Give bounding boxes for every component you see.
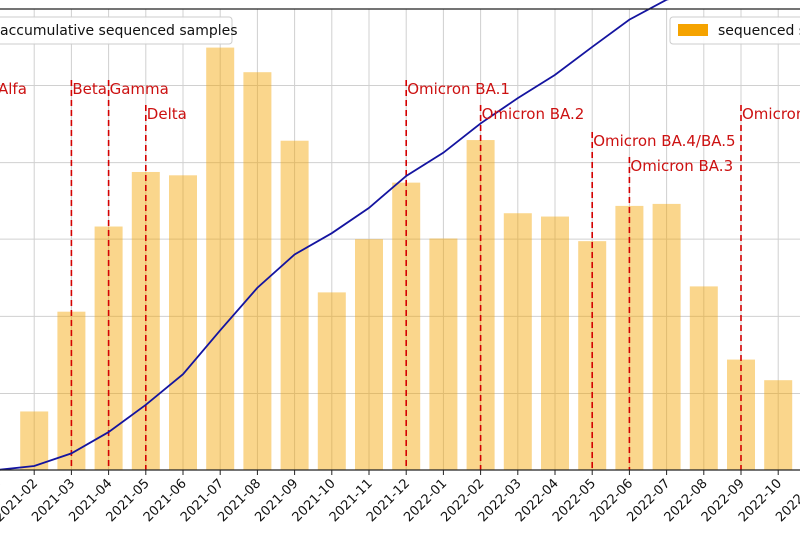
bar — [764, 380, 793, 470]
legend-label-bars: sequenced samples — [718, 23, 800, 39]
variant-label: Delta — [147, 105, 187, 123]
bar — [355, 239, 383, 470]
bar — [243, 72, 272, 470]
bar — [206, 47, 235, 470]
variant-label: Alfa — [0, 80, 27, 98]
variant-label: Omicron BA.1 — [407, 80, 510, 98]
bar — [689, 286, 718, 470]
bar — [169, 175, 197, 471]
variant-label: Beta — [72, 80, 107, 98]
bar — [429, 238, 458, 470]
bar — [503, 213, 532, 470]
bar — [280, 140, 309, 470]
legend-box-right — [669, 16, 800, 45]
bar — [652, 203, 681, 471]
legend-swatch-bars — [678, 24, 708, 36]
legend-box-left — [0, 16, 233, 45]
legend-label-cumulative: accumulative sequenced samples — [0, 23, 238, 39]
variant-label: Omicron BA.2 — [482, 105, 585, 123]
variant-label: Gamma — [110, 80, 169, 98]
variant-label: Omicron BA.3 — [630, 157, 733, 175]
bar — [317, 292, 346, 470]
bar — [541, 216, 569, 470]
bar — [20, 411, 49, 470]
variant-label: Omicron — [742, 105, 800, 123]
variant-label: Omicron BA.4/BA.5 — [593, 132, 735, 150]
cumulative-line — [0, 0, 670, 471]
bar — [94, 226, 123, 470]
